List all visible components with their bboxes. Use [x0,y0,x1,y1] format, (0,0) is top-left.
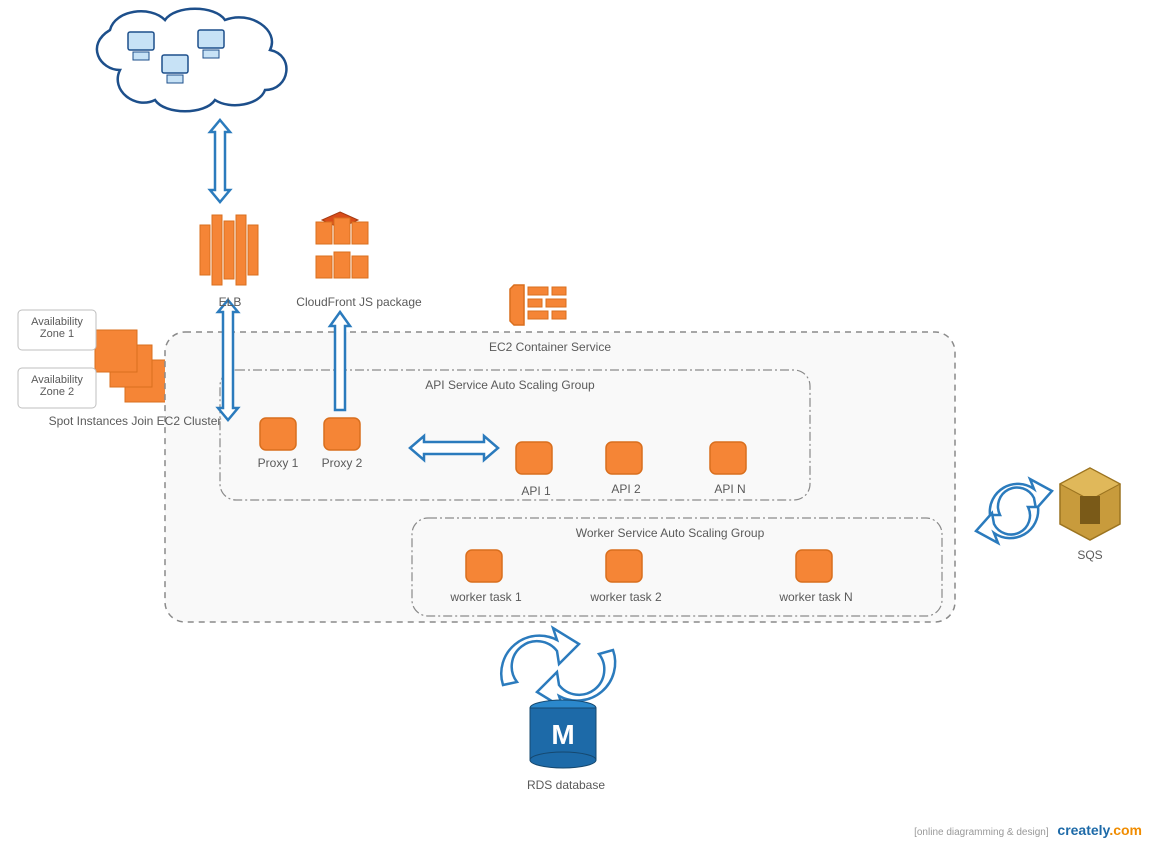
az1-label: Availability Zone 1 [22,316,92,340]
elb-label: ELB [210,295,250,309]
ec2-container-label: EC2 Container Service [420,340,680,354]
ec2-container-box [165,332,955,622]
az-stack [95,330,167,402]
api1-label: API 1 [508,484,564,498]
sqs-icon [1060,468,1120,540]
worker-group-label: Worker Service Auto Scaling Group [510,526,830,540]
api2-box [606,442,642,474]
worker2-box [606,550,642,582]
rds-icon: M [530,700,596,768]
footer-tagline: [online diagramming & design] [914,827,1049,838]
clients-cloud [97,9,287,112]
svg-text:M: M [551,719,574,750]
footer: [online diagramming & design] creately.c… [914,822,1142,838]
elb-icon [200,215,258,285]
apin-box [710,442,746,474]
api-group-label: API Service Auto Scaling Group [370,378,650,392]
proxy2-label: Proxy 2 [314,456,370,470]
sync-arrows-sqs [976,479,1052,543]
sync-arrows-rds [501,628,615,708]
az2-label: Availability Zone 2 [22,374,92,398]
cloudfront-icon [316,212,368,278]
api2-label: API 2 [598,482,654,496]
workern-box [796,550,832,582]
cloudfront-label: CloudFront JS package [284,295,434,309]
worker1-label: worker task 1 [436,590,536,604]
arrow-cloud-elb [210,120,230,202]
sqs-label: SQS [1062,548,1118,562]
spot-instances-label: Spot Instances Join EC2 Cluster [25,414,245,428]
proxy1-box [260,418,296,450]
apin-label: API N [702,482,758,496]
proxy2-box [324,418,360,450]
rds-label: RDS database [516,778,616,792]
footer-brand: creately.com [1057,822,1142,838]
workern-label: worker task N [766,590,866,604]
ecs-firewall-icon [510,285,566,325]
worker2-label: worker task 2 [576,590,676,604]
proxy1-label: Proxy 1 [250,456,306,470]
api1-box [516,442,552,474]
worker1-box [466,550,502,582]
